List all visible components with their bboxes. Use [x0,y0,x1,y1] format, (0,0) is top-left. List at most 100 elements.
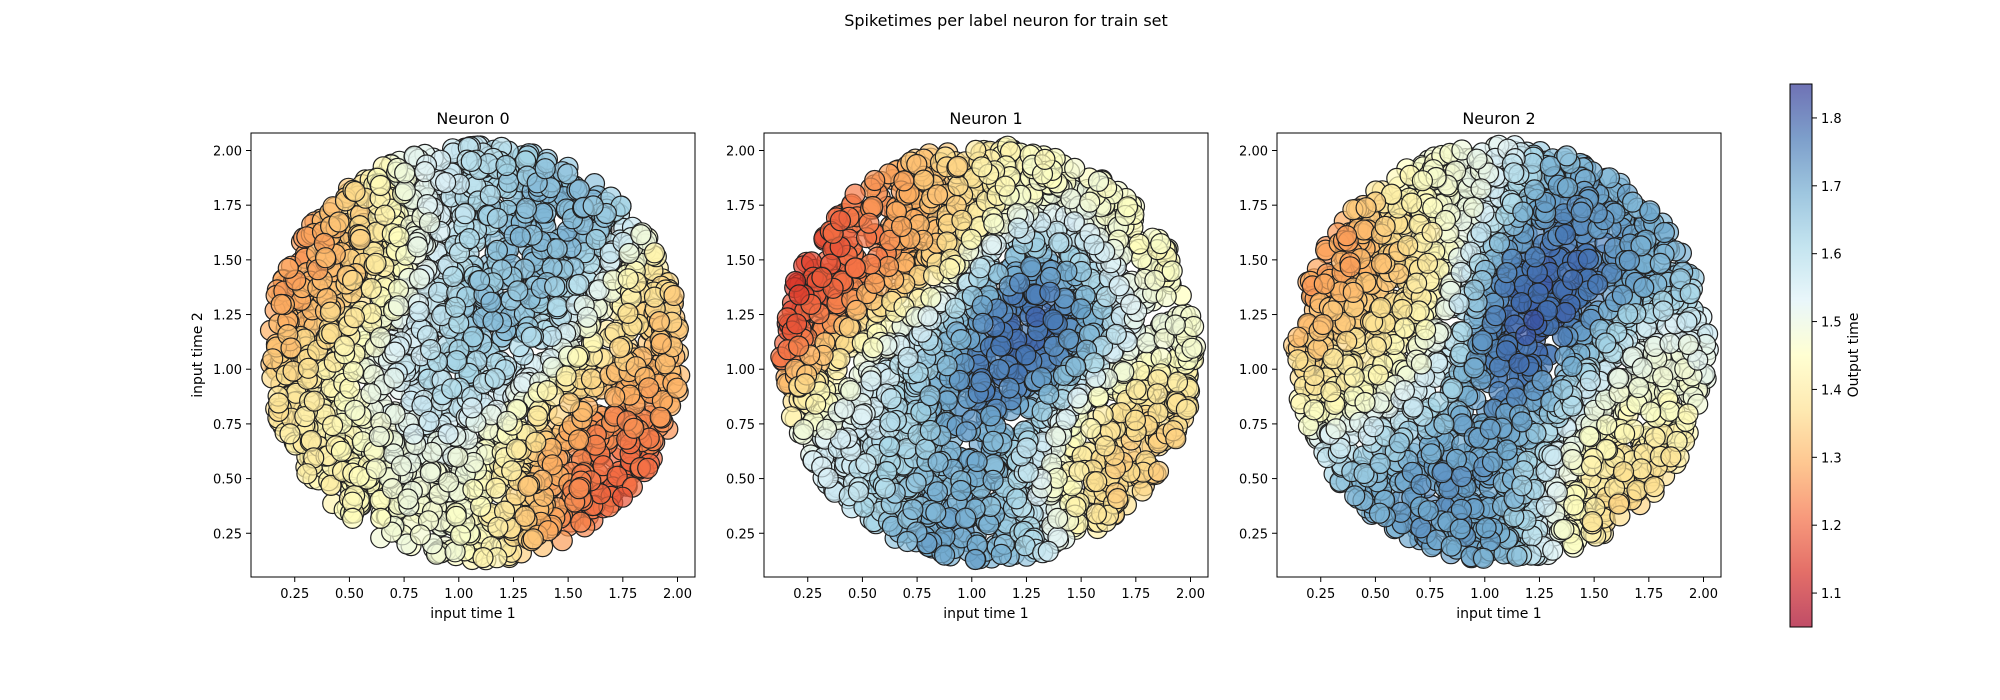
scatter-point [1045,426,1067,448]
scatter-point [980,234,1003,256]
scatter-point [442,265,464,288]
scatter-point [611,486,634,508]
scatter-point [890,215,913,238]
scatter-point [936,231,958,253]
scatter-point [507,280,529,302]
scatter-point [1164,314,1186,336]
scatter-point [1042,309,1064,331]
scatter-point [833,397,856,420]
x-tick-label: 1.75 [1121,587,1150,602]
scatter-point [863,272,886,294]
scatter-point [1065,356,1087,378]
scatter-point [568,273,590,295]
scatter-point [570,511,592,533]
scatter-point [408,268,431,290]
scatter-point [369,174,392,197]
scatter-point [1182,315,1205,338]
y-tick-label: 1.25 [726,309,755,324]
scatter-point [917,305,939,327]
scatter-point [1135,332,1158,354]
scatter-point [394,162,416,184]
scatter-points [259,135,691,571]
scatter-point [877,255,900,278]
scatter-point [926,184,949,206]
scatter-point [365,458,387,480]
scatter-point [546,238,568,260]
scatter-point [608,337,631,359]
scatter-point [1080,417,1102,440]
x-ticks: 0.25 0.50 0.75 1.00 1.25 1.50 1.75 2.00 [280,577,692,602]
scatter-point [320,474,342,496]
scatter-point [472,546,494,569]
scatter-point [454,203,476,225]
scatter-point [1181,337,1203,359]
scatter-point [878,436,901,458]
panel-neuron-1: Neuron 1 0.25 0.50 0.75 1.00 1.25 1.50 1.75 2.0… [726,109,1209,622]
scatter-point [1094,435,1116,457]
y-tick-label: 1.00 [213,363,242,378]
scatter-point [580,368,603,390]
scatter-point [462,478,484,500]
scatter-point [534,158,556,180]
scatter-point [343,307,365,329]
scatter-point [1161,260,1183,282]
scatter-point [557,163,579,185]
scatter-point [933,544,956,566]
y-tick-label: 2.00 [213,144,242,159]
scatter-point [897,346,919,368]
scatter-point [879,411,901,433]
y-tick-label: 0.25 [213,527,242,542]
x-tick-label: 2.00 [1176,587,1205,602]
scatter-point [905,472,927,494]
scatter-point [540,325,563,347]
scatter-point [817,467,839,489]
panel-title: Neuron 1 [949,109,1022,128]
scatter-point [270,293,292,315]
scatter-point [387,295,410,317]
scatter-point [618,242,640,265]
scatter-point [567,429,590,451]
scatter-point [1039,281,1061,303]
scatter-point [955,421,977,443]
y-tick-label: 1.25 [213,309,242,324]
scatter-point [1015,344,1037,366]
panel-title: Neuron 2 [1462,109,1535,128]
scatter-point [438,471,460,493]
scatter-point [384,341,406,363]
scatter-point [844,183,866,205]
scatter-point [829,210,852,232]
scatter-point [428,281,450,303]
scatter-point [1025,306,1047,328]
scatter-point [374,204,396,226]
scatter-point [344,399,366,421]
scatter-point [951,209,973,231]
y-tick-label: 0.50 [213,473,242,488]
scatter-point [792,418,815,441]
scatter-point [1155,286,1177,308]
scatter-point [1034,148,1056,170]
scatter-point [650,333,672,355]
scatter-point [469,269,491,292]
scatter-point [514,505,536,527]
panel-neuron-0: Neuron 0 0.25 0.50 0.75 1.00 1.25 1.50 1.75 2.0… [190,109,696,622]
scatter-point [390,455,412,477]
scatter-point [592,455,614,477]
scatter-point [947,175,969,197]
scatter-point [1067,387,1089,409]
scatter-point [297,357,319,379]
scatter-point [486,239,508,261]
scatter-point [437,423,459,445]
y-tick-label: 1.50 [726,254,755,269]
scatter-point [1063,211,1085,233]
scatter-point [342,269,364,291]
scatter-point [479,184,501,206]
scatter-point [505,438,528,460]
x-tick-label: 1.25 [499,587,528,602]
scatter-point [880,388,902,410]
scatter-point [1016,437,1038,459]
scatter-point [979,405,1002,427]
scatter-point [971,156,993,178]
scatter-point [1085,503,1108,525]
scatter-point [950,479,972,502]
scatter-point [300,429,322,452]
